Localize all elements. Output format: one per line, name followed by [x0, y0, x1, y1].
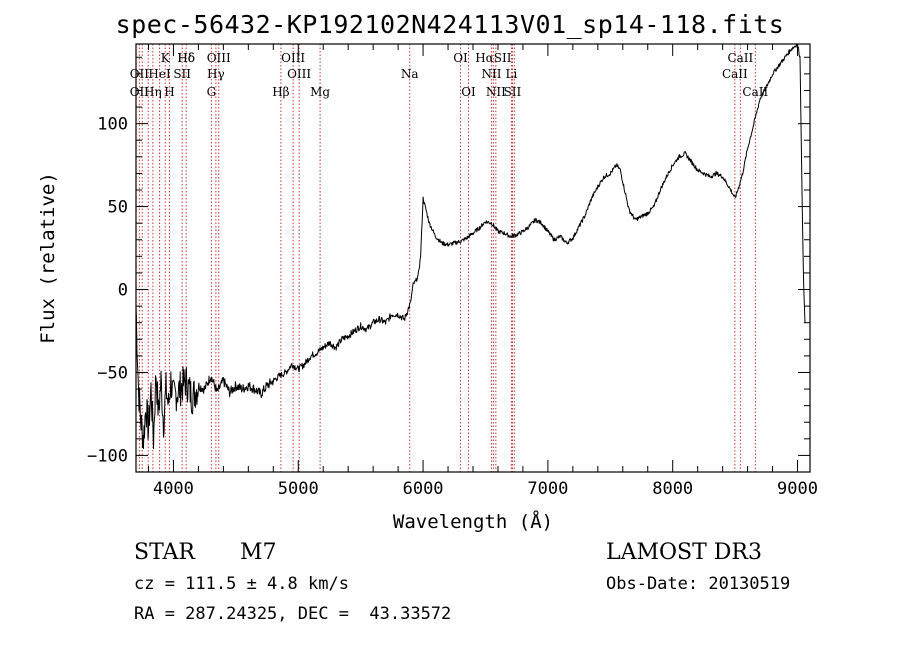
- line-annotation-label: Hδ: [177, 51, 195, 65]
- line-annotation-label: CaII: [727, 51, 753, 65]
- line-annotation-label: OI: [453, 51, 468, 65]
- y-tick-label: −100: [87, 446, 128, 466]
- line-annotation-label: Hη: [144, 85, 162, 99]
- x-tick-label: 7000: [527, 479, 568, 499]
- line-annotation-label: Mg: [310, 85, 330, 99]
- observation-date: Obs-Date: 20130519: [606, 574, 791, 594]
- line-annotation-label: Na: [401, 67, 419, 81]
- line-annotation-label: Hβ: [272, 85, 289, 99]
- y-axis-label: Flux (relative): [37, 172, 59, 344]
- x-tick-label: 6000: [403, 479, 444, 499]
- line-annotation-label: NII: [481, 67, 501, 81]
- line-annotation-label: Li: [506, 67, 518, 81]
- x-axis-label: Wavelength (Å): [393, 510, 553, 533]
- line-annotation-label: Hγ: [207, 67, 225, 81]
- line-annotation-label: OII: [130, 85, 150, 99]
- chart-title: spec-56432-KP192102N424113V01_sp14-118.f…: [115, 10, 785, 39]
- spectrum-series: [135, 43, 806, 450]
- object-class: STAR: [134, 540, 195, 565]
- line-annotation-label: CaII: [742, 85, 768, 99]
- axis-ticks: 4000 5000 6000 7000 8000 9000 −100 −50 0 50 100: [87, 44, 818, 499]
- spectrum-line: [135, 43, 806, 450]
- line-annotation-label: HeI: [148, 67, 171, 81]
- survey-name: LAMOST DR3: [606, 540, 762, 565]
- line-annotation-label: NII: [486, 85, 506, 99]
- x-tick-label: 5000: [278, 479, 319, 499]
- line-annotation-label: G: [207, 85, 217, 99]
- line-annotation-label: HαSII: [475, 51, 512, 65]
- line-annotation-label: OIII: [281, 51, 305, 65]
- y-tick-label: −50: [97, 363, 128, 383]
- line-markers: [138, 44, 756, 472]
- line-annotation-label: CaII: [722, 67, 748, 81]
- x-tick-label: 9000: [777, 479, 818, 499]
- y-tick-label: 100: [97, 115, 128, 135]
- line-annotation-label: OI: [461, 85, 476, 99]
- line-annotation-label: K: [161, 51, 171, 65]
- line-annotation-label: OIII: [287, 67, 311, 81]
- line-annotation-label: Hδ: [177, 51, 195, 65]
- x-tick-label: 4000: [153, 479, 194, 499]
- object-subclass: M7: [240, 540, 277, 565]
- plot-frame: [135, 43, 811, 473]
- line-annotation-label: SII: [173, 67, 191, 81]
- x-tick-label: 8000: [652, 479, 693, 499]
- coordinates: RA = 287.24325, DEC = 43.33572: [134, 604, 452, 624]
- y-tick-label: 50: [108, 198, 128, 218]
- line-annotation-label: SII: [504, 85, 522, 99]
- y-tick-label: 0: [118, 281, 128, 301]
- line-annotation-label: H: [164, 85, 174, 99]
- line-annotation-label: OIII: [207, 51, 231, 65]
- redshift-info: cz = 111.5 ± 4.8 km/s: [134, 574, 349, 594]
